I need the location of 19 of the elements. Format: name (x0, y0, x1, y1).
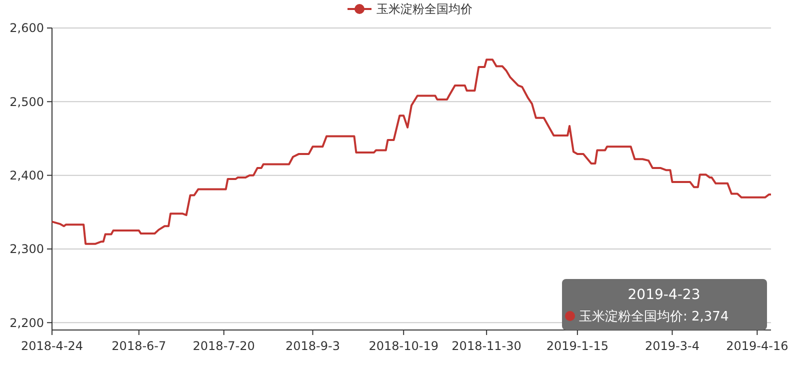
y-tick-label: 2,500 (10, 94, 44, 109)
annotation: 2019-4-23 (628, 287, 700, 303)
y-tick-label: 2,200 (10, 316, 44, 330)
x-tick-label: 2019-4-16 (726, 339, 788, 353)
y-tick-label: 2,300 (10, 242, 44, 256)
y-tick-label: 2,600 (10, 21, 44, 36)
x-tick-label: 2018-7-20 (192, 339, 255, 353)
x-tick-label: 2018-11-30 (452, 339, 522, 353)
x-tick-label: 2019-3-4 (645, 339, 700, 353)
legend-label: 玉米淀粉全国均价 (376, 2, 472, 16)
x-tick-label: 2018-6-7 (112, 339, 166, 353)
annotation: 玉米淀粉全国均价: 2,374 (579, 310, 729, 325)
tooltip: 2019-4-23 玉米淀粉全国均价: 2,374 (562, 279, 767, 330)
x-tick-label: 2019-1-15 (546, 339, 608, 353)
line-series (51, 58, 772, 245)
y-tick-label: 2,400 (10, 168, 44, 183)
x-tick-label: 2018-4-24 (20, 339, 84, 353)
x-tick-label: 2018-9-3 (286, 339, 340, 353)
x-tick-label: 2018-10-19 (368, 339, 438, 353)
